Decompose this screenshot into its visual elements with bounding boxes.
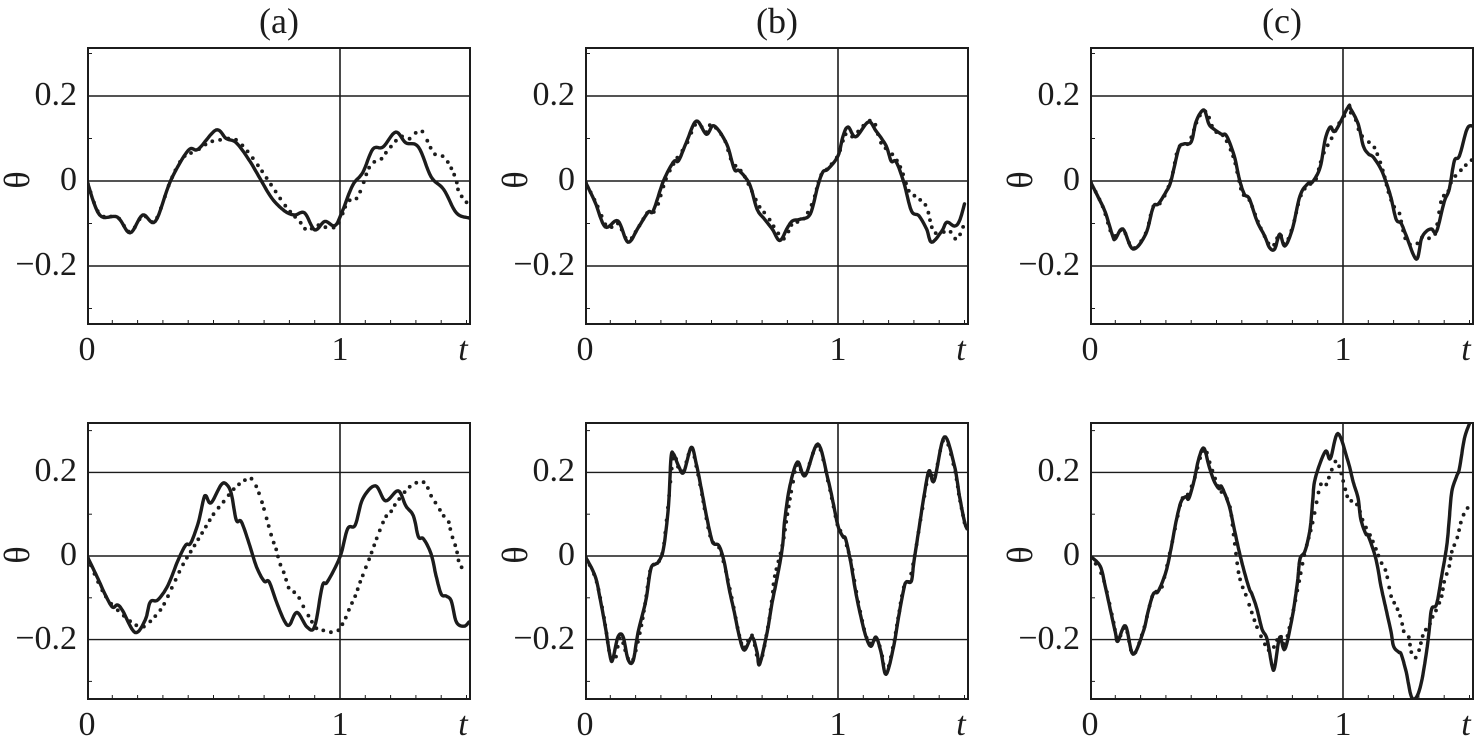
ytick-label: 0 bbox=[558, 161, 575, 198]
x-axis-label: t bbox=[458, 331, 468, 368]
y-axis-label: θ bbox=[0, 171, 37, 189]
y-axis-label: θ bbox=[495, 171, 535, 189]
panel-c-bottom bbox=[1090, 422, 1474, 700]
minor-ticks bbox=[1090, 53, 1470, 325]
x-axis-label: t bbox=[956, 331, 966, 368]
dotted-curve bbox=[1090, 109, 1474, 250]
gridlines bbox=[87, 422, 471, 700]
plot-border bbox=[585, 422, 969, 700]
y-axis-label: θ bbox=[495, 546, 535, 564]
ytick-label: 0.2 bbox=[34, 76, 78, 113]
x-axis-label: t bbox=[1461, 331, 1471, 368]
x-axis-label: t bbox=[956, 706, 966, 743]
ytick-label: 0 bbox=[1063, 536, 1080, 573]
panel-c-top bbox=[1090, 47, 1474, 325]
ytick-label: 0.2 bbox=[1037, 76, 1081, 113]
minor-ticks bbox=[585, 430, 965, 700]
gridlines bbox=[87, 47, 471, 325]
xtick-label: 1 bbox=[331, 331, 349, 368]
solid-curve bbox=[1090, 422, 1472, 700]
column-title: (b) bbox=[756, 1, 798, 41]
panel-b-top bbox=[585, 47, 969, 325]
solid-curve bbox=[585, 119, 967, 244]
dotted-curve bbox=[87, 129, 469, 234]
xtick-label: 1 bbox=[331, 706, 349, 743]
ytick-label: −0.2 bbox=[1018, 246, 1080, 283]
xtick-label: 0 bbox=[1081, 706, 1099, 743]
ytick-label: 0 bbox=[1063, 161, 1080, 198]
ytick-label: 0.2 bbox=[532, 452, 576, 490]
solid-curve bbox=[87, 481, 471, 635]
x-axis-label: t bbox=[1461, 706, 1471, 743]
ytick-label: −0.2 bbox=[15, 246, 77, 283]
ytick-label: −0.2 bbox=[513, 246, 575, 283]
xtick-label: 0 bbox=[576, 331, 594, 368]
minor-ticks bbox=[87, 430, 467, 700]
column-title: (c) bbox=[1262, 1, 1302, 41]
y-axis-label: θ bbox=[0, 546, 37, 564]
ytick-label: −0.2 bbox=[1018, 619, 1080, 657]
plot-border bbox=[585, 47, 969, 325]
plot-border bbox=[1090, 47, 1474, 325]
dotted-curve bbox=[87, 476, 464, 635]
gridlines bbox=[585, 47, 969, 325]
xtick-label: 1 bbox=[1334, 706, 1352, 743]
ytick-label: 0.2 bbox=[34, 452, 78, 490]
xtick-label: 0 bbox=[78, 706, 96, 743]
ytick-label: −0.2 bbox=[15, 619, 77, 657]
solid-curve bbox=[87, 128, 471, 235]
ytick-label: −0.2 bbox=[513, 619, 575, 657]
plot-border bbox=[87, 47, 471, 325]
ytick-label: 0 bbox=[60, 536, 77, 573]
xtick-label: 0 bbox=[576, 706, 594, 743]
ytick-label: 0.2 bbox=[1037, 452, 1081, 490]
gridlines bbox=[585, 422, 969, 700]
y-axis-label: θ bbox=[1000, 546, 1040, 564]
xtick-label: 0 bbox=[78, 331, 96, 368]
y-axis-label: θ bbox=[1000, 171, 1040, 189]
minor-ticks bbox=[87, 53, 467, 325]
ytick-label: 0 bbox=[60, 161, 77, 198]
minor-ticks bbox=[585, 53, 965, 325]
plot-border bbox=[1090, 422, 1474, 700]
dotted-curve bbox=[1090, 449, 1470, 660]
gridlines bbox=[1090, 47, 1474, 325]
xtick-label: 0 bbox=[1081, 331, 1099, 368]
minor-ticks bbox=[1090, 430, 1470, 700]
panel-a-top bbox=[87, 47, 471, 325]
xtick-label: 1 bbox=[1334, 331, 1352, 368]
plot-border bbox=[87, 422, 471, 700]
xtick-label: 1 bbox=[829, 331, 847, 368]
panel-a-bottom bbox=[87, 422, 471, 700]
dotted-curve bbox=[585, 439, 967, 675]
xtick-label: 1 bbox=[829, 706, 847, 743]
column-title: (a) bbox=[259, 1, 299, 41]
dotted-curve bbox=[585, 118, 965, 241]
x-axis-label: t bbox=[458, 706, 468, 743]
ytick-label: 0.2 bbox=[532, 76, 576, 113]
panel-b-bottom bbox=[585, 422, 969, 700]
ytick-label: 0 bbox=[558, 536, 575, 573]
